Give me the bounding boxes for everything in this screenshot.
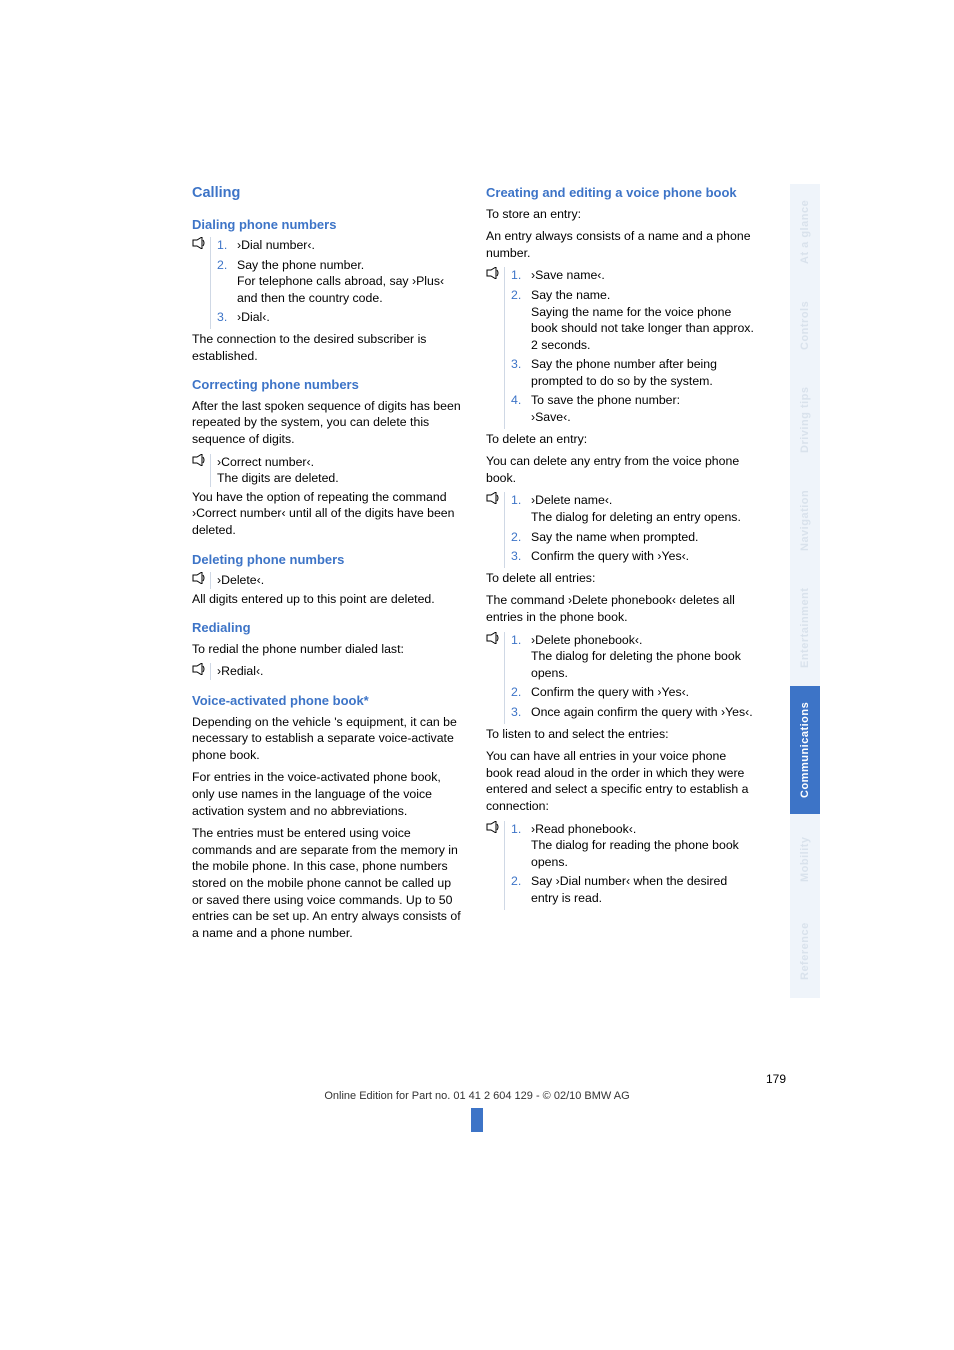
list-text-line: For telephone calls abroad, say ›Plus‹ a… (237, 274, 444, 305)
voice-command-block: 1.›Delete phonebook‹. The dialog for dele… (486, 632, 756, 724)
paragraph: Depending on the vehicle 's equipment, i… (192, 714, 462, 764)
voice-command-block: 1.›Dial number‹. 2.Say the phone number.… (192, 237, 462, 329)
list-text: Say the name. Saying the name for the voi… (531, 287, 756, 353)
section-tab-driving-tips[interactable]: Driving tips (790, 370, 820, 470)
paragraph: To store an entry: (486, 206, 756, 223)
voice-command-block: 1.›Save name‹. 2.Say the name. Saying the… (486, 267, 756, 428)
list-text-line: Say the phone number. (237, 258, 364, 272)
list-text-line: To save the phone number: (531, 393, 680, 407)
list-text: ›Dial‹. (237, 309, 462, 326)
list-text-line: The dialog for deleting an entry opens. (531, 510, 741, 524)
list-text-line: The dialog for deleting the phone book o… (531, 649, 741, 680)
page-number: 179 (766, 1072, 786, 1086)
paragraph: To redial the phone number dialed last: (192, 641, 462, 658)
list-text: ›Delete phonebook‹. The dialog for deleti… (531, 632, 756, 682)
list-text: ›Delete name‹. The dialog for deleting an… (531, 492, 756, 525)
paragraph: To delete an entry: (486, 431, 756, 448)
voice-icon (192, 237, 206, 249)
voice-icon (192, 663, 206, 675)
paragraph: The connection to the desired subscriber… (192, 331, 462, 364)
heading-creating: Creating and editing a voice phone book (486, 184, 756, 202)
list-text: Say ›Dial number‹ when the desired entry… (531, 873, 756, 906)
paragraph: The command ›Delete phonebook‹ deletes a… (486, 592, 756, 625)
list-number: 2. (511, 529, 531, 546)
list-number: 3. (511, 548, 531, 565)
heading-voice-book: Voice-activated phone book* (192, 692, 462, 710)
heading-redialing: Redialing (192, 619, 462, 637)
list-text: Say the phone number. For telephone calls… (237, 257, 462, 307)
list-number: 1. (511, 492, 531, 525)
list-number: 1. (217, 237, 237, 254)
section-tab-mobility[interactable]: Mobility (790, 814, 820, 904)
list-text-line: ›Save‹. (531, 410, 571, 424)
list-text-line: ›Read phonebook‹. (531, 822, 636, 836)
list-number: 1. (511, 821, 531, 871)
command-text: The digits are deleted. (217, 470, 462, 487)
list-number: 2. (511, 684, 531, 701)
voice-command-block: ›Redial‹. (192, 663, 462, 680)
paragraph: After the last spoken sequence of digits… (192, 398, 462, 448)
list-text: Confirm the query with ›Yes‹. (531, 548, 756, 565)
paragraph: You have the option of repeating the com… (192, 489, 462, 539)
footer-marker (471, 1108, 483, 1132)
list-number: 3. (511, 356, 531, 389)
section-tab-entertainment[interactable]: Entertainment (790, 570, 820, 686)
list-text: ›Dial number‹. (237, 237, 462, 254)
section-tabs: At a glanceControlsDriving tipsNavigatio… (790, 184, 820, 998)
heading-correcting: Correcting phone numbers (192, 376, 462, 394)
list-text: Say the name when prompted. (531, 529, 756, 546)
list-number: 2. (217, 257, 237, 307)
paragraph: To delete all entries: (486, 570, 756, 587)
voice-icon (486, 492, 500, 504)
list-number: 2. (511, 873, 531, 906)
list-number: 3. (217, 309, 237, 326)
paragraph: The entries must be entered using voice … (192, 825, 462, 941)
voice-command-block: 1.›Delete name‹. The dialog for deleting … (486, 492, 756, 567)
footer-text: Online Edition for Part no. 01 41 2 604 … (0, 1090, 954, 1102)
list-text-line: ›Delete phonebook‹. (531, 633, 642, 647)
list-text-line: ›Delete name‹. (531, 493, 612, 507)
list-text: Say the phone number after being prompte… (531, 356, 756, 389)
list-text: Confirm the query with ›Yes‹. (531, 684, 756, 701)
section-tab-communications[interactable]: Communications (790, 686, 820, 814)
heading-calling: Calling (192, 184, 462, 204)
heading-deleting: Deleting phone numbers (192, 551, 462, 569)
list-text-line: Say the name. (531, 288, 610, 302)
right-column: Creating and editing a voice phone book … (486, 184, 756, 947)
voice-icon (486, 821, 500, 833)
command-text: ›Redial‹. (217, 663, 462, 680)
list-number: 2. (511, 287, 531, 353)
section-tab-reference[interactable]: Reference (790, 904, 820, 998)
voice-command-block: ›Correct number‹. The digits are deleted… (192, 454, 462, 487)
voice-icon (486, 632, 500, 644)
list-text: ›Read phonebook‹. The dialog for reading … (531, 821, 756, 871)
paragraph: An entry always consists of a name and a… (486, 228, 756, 261)
list-text: Once again confirm the query with ›Yes‹. (531, 704, 756, 721)
voice-icon (486, 267, 500, 279)
paragraph: For entries in the voice-activated phone… (192, 769, 462, 819)
voice-icon (192, 572, 206, 584)
command-text: ›Delete‹. (217, 572, 462, 589)
list-text: ›Save name‹. (531, 267, 756, 284)
section-tab-navigation[interactable]: Navigation (790, 470, 820, 570)
paragraph: All digits entered up to this point are … (192, 591, 462, 608)
list-number: 3. (511, 704, 531, 721)
paragraph: You can delete any entry from the voice … (486, 453, 756, 486)
command-text: ›Correct number‹. (217, 454, 462, 471)
paragraph: You can have all entries in your voice p… (486, 748, 756, 814)
list-number: 1. (511, 267, 531, 284)
section-tab-controls[interactable]: Controls (790, 280, 820, 370)
list-text: To save the phone number: ›Save‹. (531, 392, 756, 425)
paragraph: To listen to and select the entries: (486, 726, 756, 743)
voice-command-block: 1.›Read phonebook‹. The dialog for readin… (486, 821, 756, 910)
list-number: 1. (511, 632, 531, 682)
list-number: 4. (511, 392, 531, 425)
list-text-line: Saying the name for the voice phone book… (531, 305, 754, 352)
voice-icon (192, 454, 206, 466)
list-text-line: The dialog for reading the phone book op… (531, 838, 739, 869)
heading-dialing: Dialing phone numbers (192, 216, 462, 234)
voice-command-block: ›Delete‹. (192, 572, 462, 589)
section-tab-at-a-glance[interactable]: At a glance (790, 184, 820, 280)
left-column: Calling Dialing phone numbers 1.›Dial nu… (192, 184, 462, 947)
